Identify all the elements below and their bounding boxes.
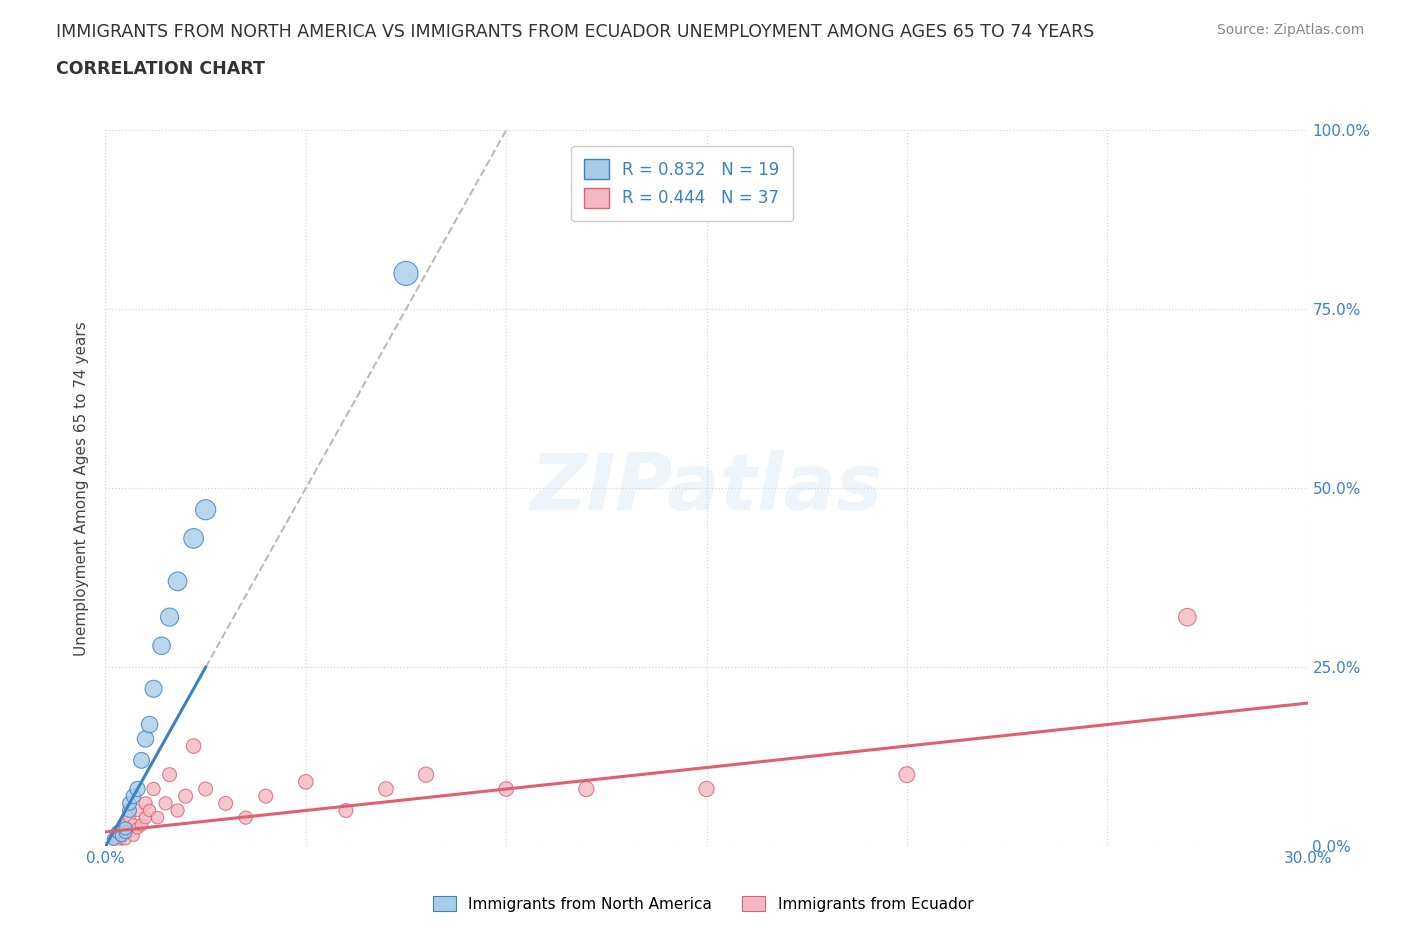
Point — [142, 682, 165, 697]
Point — [135, 796, 157, 811]
Point — [295, 775, 318, 790]
Point — [131, 817, 153, 832]
Point — [103, 831, 125, 846]
Point — [107, 825, 129, 840]
Point — [138, 804, 160, 818]
Point — [122, 789, 145, 804]
Point — [142, 781, 165, 796]
Point — [127, 781, 149, 796]
Point — [110, 821, 132, 836]
Point — [135, 732, 157, 747]
Legend: Immigrants from North America, Immigrants from Ecuador: Immigrants from North America, Immigrant… — [427, 889, 979, 918]
Point — [127, 804, 149, 818]
Point — [415, 767, 437, 782]
Point — [118, 825, 141, 840]
Point — [103, 831, 125, 846]
Point — [335, 804, 357, 818]
Text: CORRELATION CHART: CORRELATION CHART — [56, 60, 266, 78]
Point — [194, 781, 217, 796]
Point — [174, 789, 197, 804]
Point — [110, 828, 132, 843]
Text: ZIPatlas: ZIPatlas — [530, 450, 883, 526]
Point — [1177, 610, 1199, 625]
Point — [166, 804, 188, 818]
Point — [114, 817, 136, 832]
Point — [146, 810, 169, 825]
Point — [166, 574, 188, 589]
Point — [183, 531, 205, 546]
Point — [214, 796, 236, 811]
Point — [118, 796, 141, 811]
Text: Source: ZipAtlas.com: Source: ZipAtlas.com — [1216, 23, 1364, 37]
Point — [395, 266, 418, 281]
Point — [107, 835, 129, 850]
Point — [122, 828, 145, 843]
Point — [575, 781, 598, 796]
Point — [155, 796, 177, 811]
Point — [118, 804, 141, 818]
Point — [495, 781, 517, 796]
Point — [131, 753, 153, 768]
Point — [696, 781, 718, 796]
Point — [127, 821, 149, 836]
Point — [107, 825, 129, 840]
Point — [114, 821, 136, 836]
Point — [194, 502, 217, 517]
Point — [159, 767, 181, 782]
Point — [374, 781, 398, 796]
Point — [235, 810, 257, 825]
Point — [159, 610, 181, 625]
Point — [122, 817, 145, 832]
Point — [138, 717, 160, 732]
Point — [114, 831, 136, 846]
Point — [118, 810, 141, 825]
Point — [896, 767, 918, 782]
Point — [150, 638, 173, 653]
Point — [135, 810, 157, 825]
Point — [183, 738, 205, 753]
Y-axis label: Unemployment Among Ages 65 to 74 years: Unemployment Among Ages 65 to 74 years — [75, 321, 90, 656]
Text: IMMIGRANTS FROM NORTH AMERICA VS IMMIGRANTS FROM ECUADOR UNEMPLOYMENT AMONG AGES: IMMIGRANTS FROM NORTH AMERICA VS IMMIGRA… — [56, 23, 1094, 41]
Point — [254, 789, 277, 804]
Point — [114, 825, 136, 840]
Legend: R = 0.832   N = 19, R = 0.444   N = 37: R = 0.832 N = 19, R = 0.444 N = 37 — [571, 146, 793, 221]
Point — [110, 831, 132, 846]
